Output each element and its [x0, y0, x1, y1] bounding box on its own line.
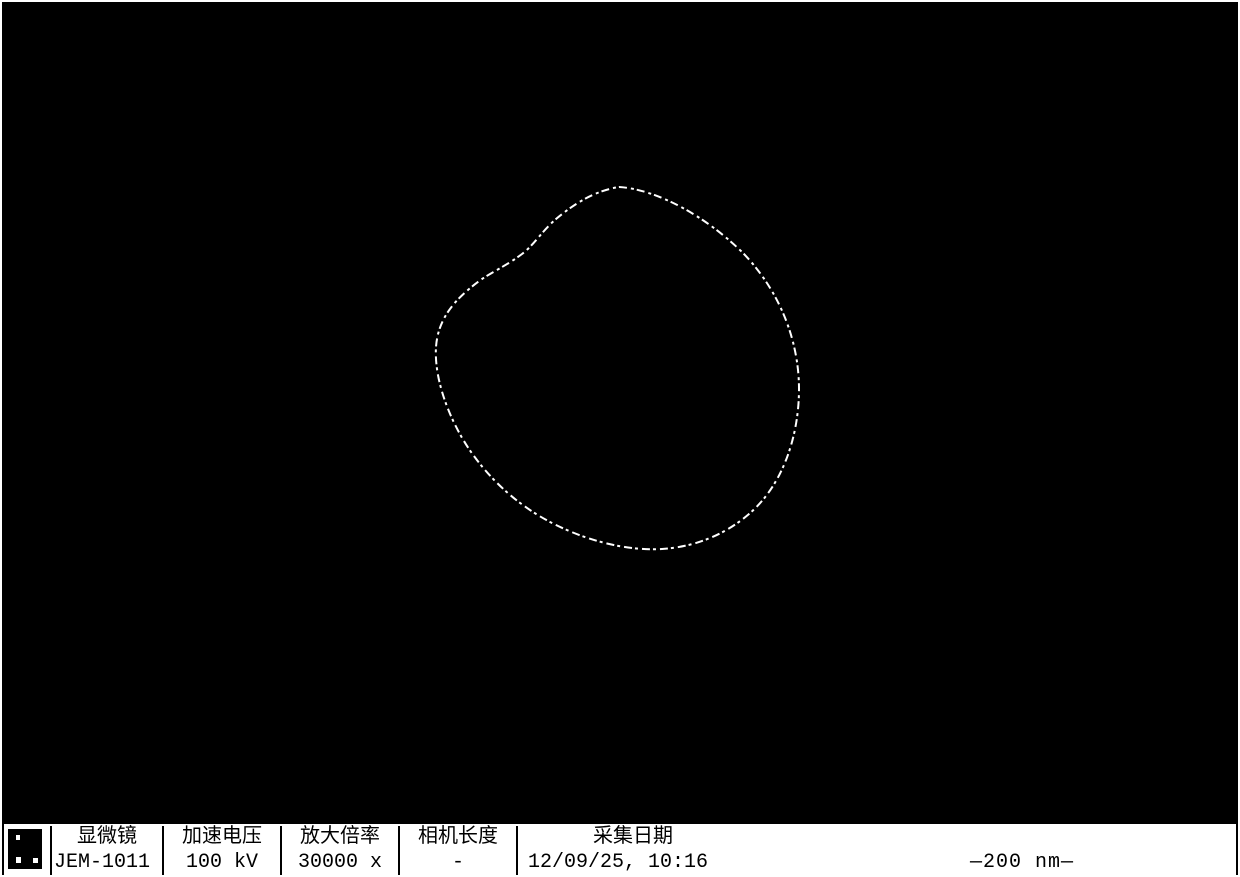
microscope-image-area — [4, 4, 1236, 824]
value-microscope: JEM-1011 — [52, 850, 164, 875]
particle-outline — [414, 179, 814, 559]
header-magnification: 放大倍率 — [282, 826, 400, 850]
value-date: 12/09/25, 10:16 — [518, 850, 748, 875]
value-voltage: 100 kV — [164, 850, 282, 875]
jeol-logo — [4, 826, 52, 875]
header-voltage: 加速电压 — [164, 826, 282, 850]
info-bar: 显微镜 加速电压 放大倍率 相机长度 采集日期 JEM-1011 100 kV … — [4, 826, 1236, 875]
value-camera-length: - — [400, 850, 518, 875]
info-value-row: JEM-1011 100 kV 30000 x - 12/09/25, 10:1… — [4, 850, 1236, 875]
header-date: 采集日期 — [518, 826, 748, 850]
info-header-row: 显微镜 加速电压 放大倍率 相机长度 采集日期 — [4, 826, 1236, 850]
scale-bar: —200 nm— — [966, 850, 1236, 875]
header-camera-length: 相机长度 — [400, 826, 518, 850]
value-magnification: 30000 x — [282, 850, 400, 875]
header-microscope: 显微镜 — [52, 826, 164, 850]
